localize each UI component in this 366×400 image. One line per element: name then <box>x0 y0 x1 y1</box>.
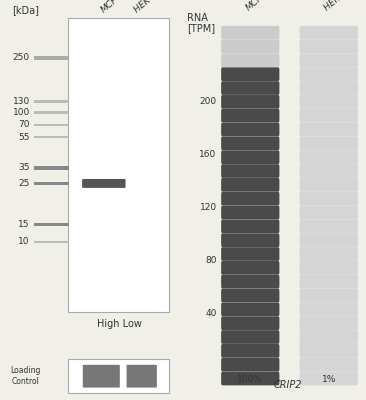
FancyBboxPatch shape <box>221 123 279 136</box>
FancyBboxPatch shape <box>299 275 358 288</box>
Text: 100: 100 <box>12 108 30 117</box>
FancyBboxPatch shape <box>299 289 358 302</box>
FancyBboxPatch shape <box>299 233 358 247</box>
FancyBboxPatch shape <box>221 81 279 95</box>
FancyBboxPatch shape <box>68 359 169 393</box>
FancyBboxPatch shape <box>221 344 279 358</box>
FancyBboxPatch shape <box>299 206 358 219</box>
FancyBboxPatch shape <box>299 330 358 344</box>
FancyBboxPatch shape <box>299 220 358 233</box>
FancyBboxPatch shape <box>299 81 358 95</box>
Text: Loading
Control: Loading Control <box>10 366 41 386</box>
FancyBboxPatch shape <box>34 124 69 126</box>
FancyBboxPatch shape <box>83 365 120 388</box>
Text: 10: 10 <box>18 238 30 246</box>
FancyBboxPatch shape <box>221 67 279 81</box>
FancyBboxPatch shape <box>299 54 358 67</box>
FancyBboxPatch shape <box>299 316 358 330</box>
FancyBboxPatch shape <box>221 261 279 275</box>
Text: 250: 250 <box>13 53 30 62</box>
Text: 25: 25 <box>18 179 30 188</box>
FancyBboxPatch shape <box>221 206 279 219</box>
FancyBboxPatch shape <box>221 192 279 206</box>
Text: 35: 35 <box>18 164 30 172</box>
Text: 100%: 100% <box>237 375 263 384</box>
FancyBboxPatch shape <box>221 316 279 330</box>
FancyBboxPatch shape <box>221 26 279 40</box>
FancyBboxPatch shape <box>221 358 279 372</box>
FancyBboxPatch shape <box>221 247 279 261</box>
FancyBboxPatch shape <box>68 18 169 312</box>
FancyBboxPatch shape <box>34 166 69 170</box>
Text: 70: 70 <box>18 120 30 130</box>
Text: [TPM]: [TPM] <box>187 23 215 33</box>
FancyBboxPatch shape <box>221 95 279 109</box>
FancyBboxPatch shape <box>299 358 358 372</box>
FancyBboxPatch shape <box>34 241 69 243</box>
FancyBboxPatch shape <box>221 289 279 302</box>
Text: 120: 120 <box>199 203 217 212</box>
FancyBboxPatch shape <box>299 123 358 136</box>
FancyBboxPatch shape <box>221 150 279 164</box>
FancyBboxPatch shape <box>299 178 358 192</box>
FancyBboxPatch shape <box>299 67 358 81</box>
FancyBboxPatch shape <box>299 26 358 40</box>
FancyBboxPatch shape <box>299 164 358 178</box>
FancyBboxPatch shape <box>127 365 157 388</box>
Text: 55: 55 <box>18 132 30 142</box>
Text: 80: 80 <box>205 256 217 265</box>
FancyBboxPatch shape <box>299 192 358 206</box>
FancyBboxPatch shape <box>299 40 358 53</box>
FancyBboxPatch shape <box>34 136 69 138</box>
Text: [kDa]: [kDa] <box>12 5 39 15</box>
FancyBboxPatch shape <box>299 150 358 164</box>
FancyBboxPatch shape <box>34 56 69 60</box>
Text: MCF-7: MCF-7 <box>99 0 126 15</box>
FancyBboxPatch shape <box>221 233 279 247</box>
FancyBboxPatch shape <box>82 179 126 188</box>
FancyBboxPatch shape <box>34 111 69 114</box>
FancyBboxPatch shape <box>299 302 358 316</box>
Text: HEK 293: HEK 293 <box>132 0 168 15</box>
FancyBboxPatch shape <box>221 54 279 67</box>
FancyBboxPatch shape <box>299 95 358 109</box>
Text: High Low: High Low <box>97 319 141 329</box>
FancyBboxPatch shape <box>299 109 358 122</box>
Text: 1%: 1% <box>321 375 336 384</box>
FancyBboxPatch shape <box>221 40 279 53</box>
FancyBboxPatch shape <box>221 220 279 233</box>
Text: RNA: RNA <box>187 12 208 22</box>
FancyBboxPatch shape <box>299 261 358 275</box>
FancyBboxPatch shape <box>221 302 279 316</box>
Text: 200: 200 <box>199 97 217 106</box>
FancyBboxPatch shape <box>221 178 279 192</box>
Text: 40: 40 <box>205 310 217 318</box>
FancyBboxPatch shape <box>221 164 279 178</box>
Text: 15: 15 <box>18 220 30 229</box>
FancyBboxPatch shape <box>221 275 279 288</box>
FancyBboxPatch shape <box>221 372 279 385</box>
FancyBboxPatch shape <box>299 136 358 150</box>
FancyBboxPatch shape <box>299 372 358 385</box>
Text: CRIP2: CRIP2 <box>273 380 302 390</box>
Text: MCF-7: MCF-7 <box>244 0 272 12</box>
FancyBboxPatch shape <box>34 223 69 226</box>
FancyBboxPatch shape <box>34 100 69 103</box>
Text: HEK 293: HEK 293 <box>323 0 358 12</box>
FancyBboxPatch shape <box>34 182 69 185</box>
Text: 130: 130 <box>12 97 30 106</box>
FancyBboxPatch shape <box>221 109 279 122</box>
FancyBboxPatch shape <box>221 330 279 344</box>
FancyBboxPatch shape <box>299 247 358 261</box>
FancyBboxPatch shape <box>221 136 279 150</box>
FancyBboxPatch shape <box>299 344 358 358</box>
Text: 160: 160 <box>199 150 217 159</box>
